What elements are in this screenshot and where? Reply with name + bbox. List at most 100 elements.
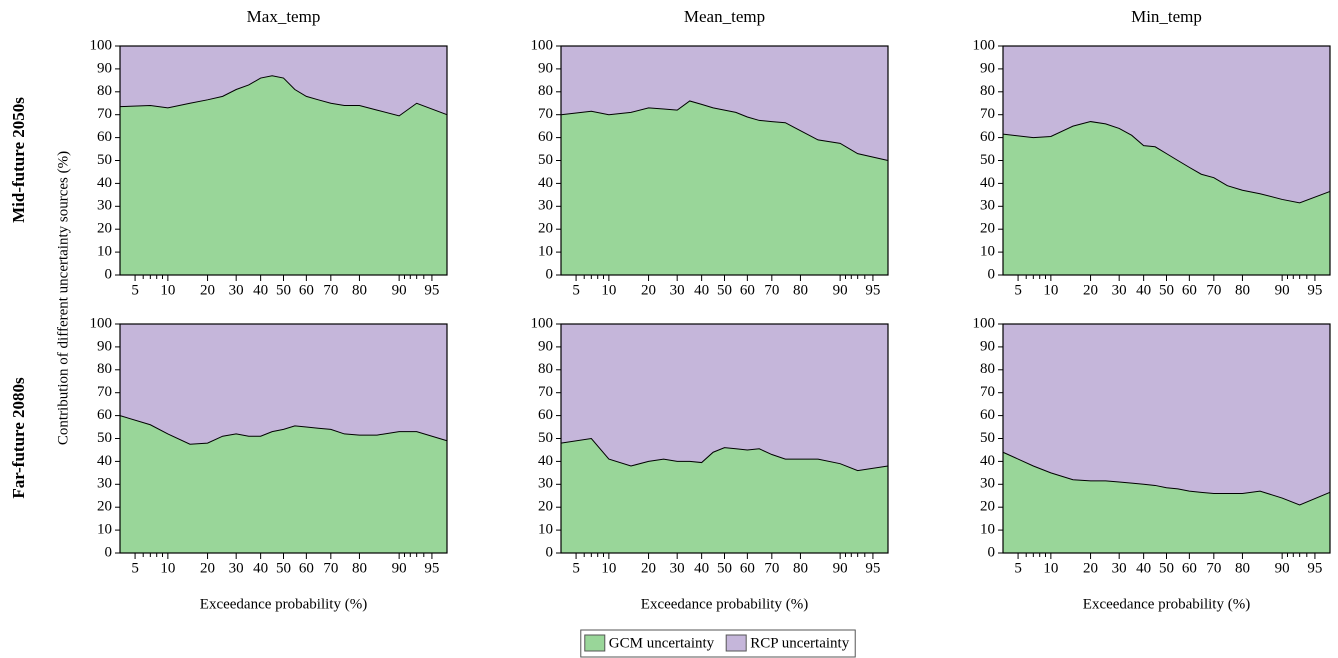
area [561, 46, 888, 161]
y-tick-label: 100 [90, 37, 113, 53]
y-tick-label: 90 [97, 338, 112, 354]
area [120, 46, 447, 116]
area [1003, 324, 1330, 505]
x-tick-label: 60 [299, 282, 314, 298]
row-label: Mid-future 2050s [9, 97, 28, 223]
y-tick-label: 20 [980, 499, 995, 515]
x-tick-label: 60 [740, 282, 755, 298]
x-tick-label: 40 [1136, 282, 1151, 298]
y-tick-label: 90 [980, 338, 995, 354]
y-tick-label: 100 [90, 315, 113, 331]
area [120, 324, 447, 445]
x-tick-label: 40 [1136, 560, 1151, 576]
x-tick-label: 60 [740, 560, 755, 576]
x-tick-label: 90 [392, 560, 407, 576]
y-tick-label: 90 [980, 60, 995, 76]
x-tick-label: 30 [229, 282, 244, 298]
area [561, 100, 888, 276]
boundary-line [560, 100, 889, 161]
y-tick-label: 60 [97, 129, 112, 145]
y-tick-label: 80 [980, 361, 995, 377]
area [1003, 46, 1330, 203]
x-tick-label: 30 [1112, 282, 1127, 298]
x-tick-label: 30 [229, 560, 244, 576]
x-tick-label: 90 [1275, 282, 1290, 298]
legend-label: GCM uncertainty [609, 635, 715, 651]
y-tick-label: 50 [538, 430, 553, 446]
x-tick-label: 40 [694, 282, 709, 298]
x-tick-label: 80 [793, 282, 808, 298]
x-tick-label: 5 [572, 560, 580, 576]
y-tick-label: 60 [980, 129, 995, 145]
boundary-line [560, 437, 889, 472]
x-tick-label: 60 [1182, 560, 1197, 576]
y-tick-label: 0 [105, 544, 113, 560]
y-tick-label: 30 [97, 476, 112, 492]
x-tick-label: 70 [323, 560, 338, 576]
x-tick-label: 95 [1307, 560, 1322, 576]
area [1003, 121, 1330, 275]
legend-swatch [725, 634, 747, 652]
y-tick-label: 40 [980, 175, 995, 191]
y-tick-label: 90 [538, 60, 553, 76]
x-tick-label: 10 [1043, 282, 1058, 298]
x-tick-label: 20 [641, 560, 656, 576]
x-tick-label: 95 [1307, 282, 1322, 298]
x-tick-label: 20 [641, 282, 656, 298]
x-tick-label: 30 [670, 282, 685, 298]
boundary-line [119, 75, 448, 117]
area [561, 438, 888, 553]
x-tick-label: 70 [1206, 560, 1221, 576]
y-tick-label: 30 [538, 476, 553, 492]
y-tick-label: 0 [988, 266, 996, 282]
area [1003, 452, 1330, 553]
boundary-line [1002, 451, 1331, 506]
x-tick-label: 30 [1112, 560, 1127, 576]
y-tick-label: 20 [97, 499, 112, 515]
y-tick-label: 100 [531, 315, 554, 331]
legend-label: RCP uncertainty [750, 635, 850, 651]
x-tick-label: 70 [764, 560, 779, 576]
x-tick-label: 95 [865, 560, 880, 576]
x-tick-label: 50 [276, 282, 291, 298]
y-tick-label: 0 [105, 266, 113, 282]
row-label: Far-future 2080s [9, 377, 28, 499]
y-tick-label: 70 [97, 384, 112, 400]
y-tick-label: 70 [97, 106, 112, 122]
x-tick-label: 10 [1043, 560, 1058, 576]
x-tick-label: 95 [865, 282, 880, 298]
x-tick-label: 5 [1014, 560, 1022, 576]
y-tick-label: 70 [538, 106, 553, 122]
y-tick-label: 100 [973, 315, 996, 331]
y-tick-label: 100 [973, 37, 996, 53]
y-tick-label: 40 [97, 453, 112, 469]
x-axis-label: Exceedance probability (%) [200, 596, 367, 612]
area [120, 75, 447, 276]
y-tick-label: 50 [538, 152, 553, 168]
y-tick-label: 40 [538, 453, 553, 469]
x-tick-label: 80 [1235, 282, 1250, 298]
y-tick-label: 50 [97, 152, 112, 168]
x-axis-label: Exceedance probability (%) [641, 596, 808, 612]
y-tick-label: 80 [97, 361, 112, 377]
x-tick-label: 40 [253, 560, 268, 576]
y-tick-label: 100 [531, 37, 554, 53]
x-tick-label: 5 [131, 560, 139, 576]
y-tick-label: 90 [97, 60, 112, 76]
y-tick-label: 0 [546, 544, 554, 560]
y-tick-label: 90 [538, 338, 553, 354]
x-tick-label: 30 [670, 560, 685, 576]
x-tick-label: 60 [1182, 282, 1197, 298]
y-tick-label: 40 [980, 453, 995, 469]
y-tick-label: 50 [97, 430, 112, 446]
area [561, 324, 888, 471]
x-tick-label: 50 [276, 560, 291, 576]
x-tick-label: 95 [424, 282, 439, 298]
x-tick-label: 20 [200, 560, 215, 576]
legend-frame [580, 629, 856, 658]
y-tick-label: 20 [980, 221, 995, 237]
y-tick-label: 70 [980, 384, 995, 400]
y-tick-label: 60 [538, 407, 553, 423]
y-tick-label: 30 [538, 198, 553, 214]
